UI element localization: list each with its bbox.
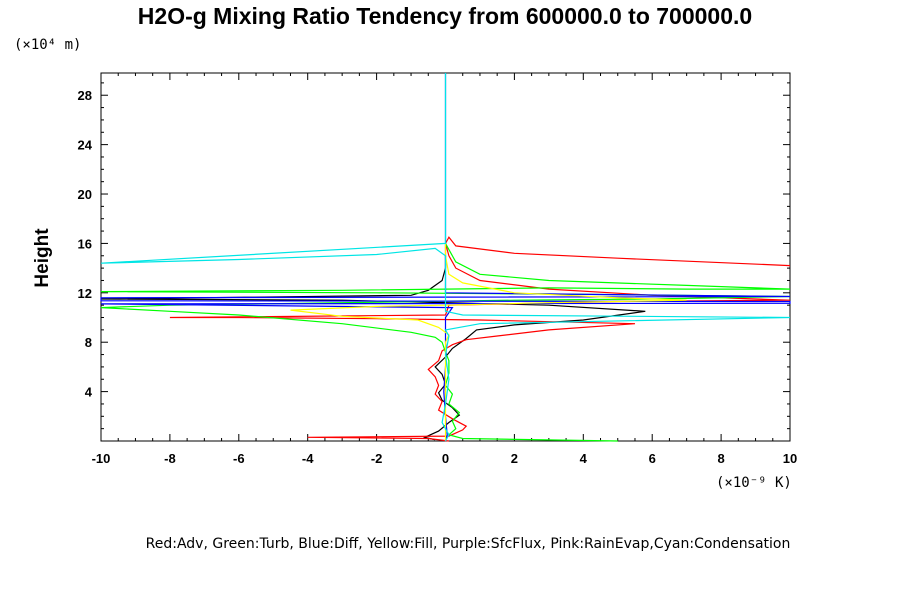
series-line-black (100, 255, 646, 441)
x-tick-label: 2 (511, 451, 518, 466)
x-axis-unit-label: (×10⁻⁹ K) (716, 475, 792, 491)
x-tick-label: 0 (442, 451, 449, 466)
y-axis-unit-label: (×10⁴ m) (14, 37, 81, 53)
series-line-fill (290, 243, 687, 441)
x-tick-label: 4 (580, 451, 588, 466)
x-tick-label: -2 (371, 451, 383, 466)
chart-title: H2O-g Mixing Ratio Tendency from 600000.… (138, 3, 752, 29)
series-lines (100, 73, 791, 442)
y-tick-label: 16 (78, 236, 92, 251)
legend: Red:Adv, Green:Turb, Blue:Diff, Yellow:F… (146, 536, 791, 552)
x-tick-label: 8 (717, 451, 724, 466)
x-tick-label: -10 (92, 451, 111, 466)
y-tick-label: 24 (78, 138, 93, 153)
y-axis-label: Height (32, 228, 53, 288)
x-tick-label: -8 (164, 451, 176, 466)
axis-ticks (100, 73, 791, 441)
x-tick-label: -6 (233, 451, 245, 466)
x-tick-labels: -10 -8 -6 -4 -2 0 2 4 6 8 10 (92, 451, 798, 466)
series-line-turb (100, 243, 791, 442)
y-tick-label: 28 (78, 88, 92, 103)
y-tick-labels: 4 8 12 16 20 24 28 (78, 88, 93, 399)
series-line-diff (100, 73, 791, 442)
x-tick-label: -4 (302, 451, 314, 466)
y-tick-label: 4 (85, 385, 93, 400)
series-line-adv (169, 236, 791, 442)
y-tick-label: 8 (85, 335, 92, 350)
x-tick-label: 10 (783, 451, 797, 466)
y-tick-label: 12 (78, 286, 92, 301)
series-line-condensation (100, 73, 791, 442)
x-tick-label: 6 (649, 451, 656, 466)
y-tick-label: 20 (78, 187, 92, 202)
